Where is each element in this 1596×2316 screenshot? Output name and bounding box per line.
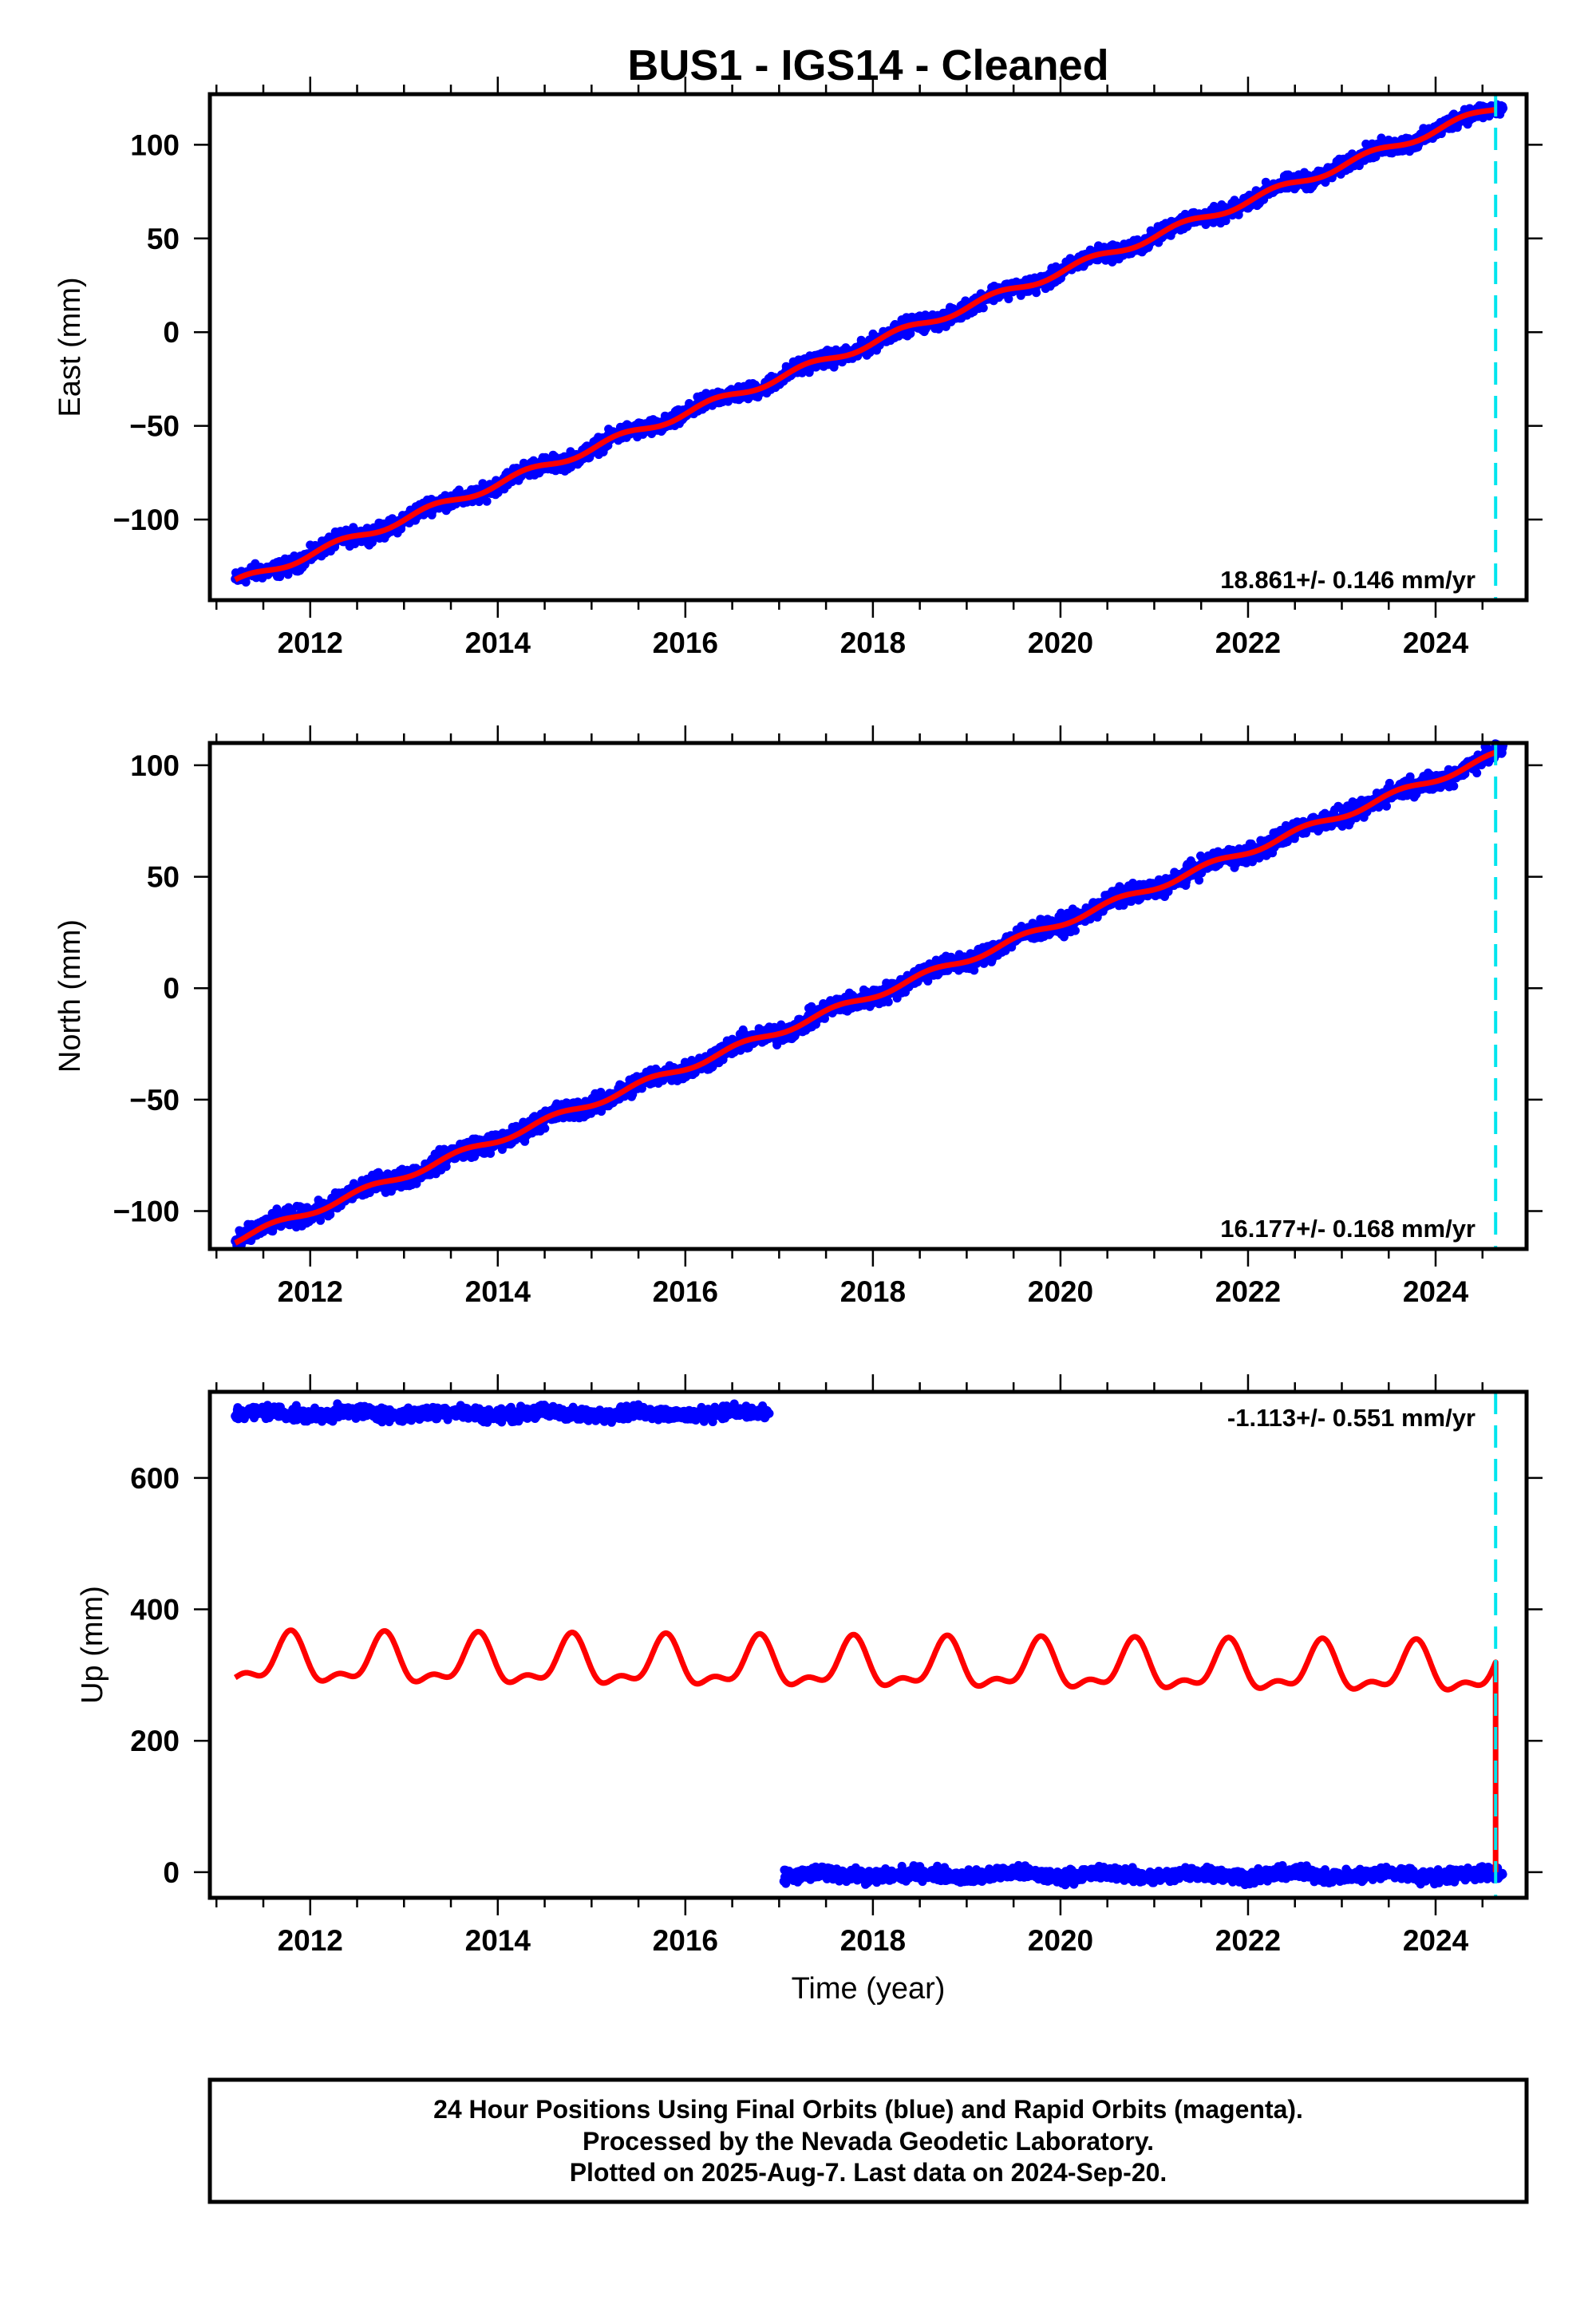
data-point <box>978 303 988 313</box>
y-tick-label: 50 <box>147 223 180 255</box>
data-point <box>1032 288 1041 298</box>
velocity-label: 18.861+/- 0.146 mm/yr <box>1220 566 1476 594</box>
y-axis-label: East (mm) <box>53 277 87 417</box>
data-point <box>883 998 893 1006</box>
data-point <box>1071 926 1080 935</box>
data-point <box>1499 104 1508 113</box>
x-tick-label: 2020 <box>1028 626 1093 659</box>
x-tick-label: 2018 <box>840 626 906 659</box>
x-tick-label: 2024 <box>1403 626 1469 659</box>
data-point <box>1449 781 1459 791</box>
panel-north: 2012 2014 2016 2018 2020 2022 2024−100−5005010… <box>53 725 1543 1308</box>
y-tick-label: −50 <box>129 410 180 443</box>
chart-title: BUS1 - IGS14 - Cleaned <box>627 41 1108 89</box>
data-point <box>241 578 251 587</box>
y-tick-label: 100 <box>130 128 180 161</box>
y-tick-label: −100 <box>113 504 180 536</box>
panel-east: 2012 2014 2016 2018 2020 2022 2024 −100 −50 0 50 10… <box>53 77 1543 659</box>
data-point <box>1004 294 1013 303</box>
x-tick-label: 2016 <box>653 626 718 659</box>
y-tick-label: 0 <box>163 316 180 349</box>
x-tick-label: 2012 <box>278 626 343 659</box>
data-point <box>540 1124 550 1133</box>
data-point <box>482 496 492 506</box>
x-tick-label: 2014 <box>465 626 531 659</box>
x-tick-label: 2022 <box>1215 626 1281 659</box>
data-point <box>1472 769 1482 778</box>
